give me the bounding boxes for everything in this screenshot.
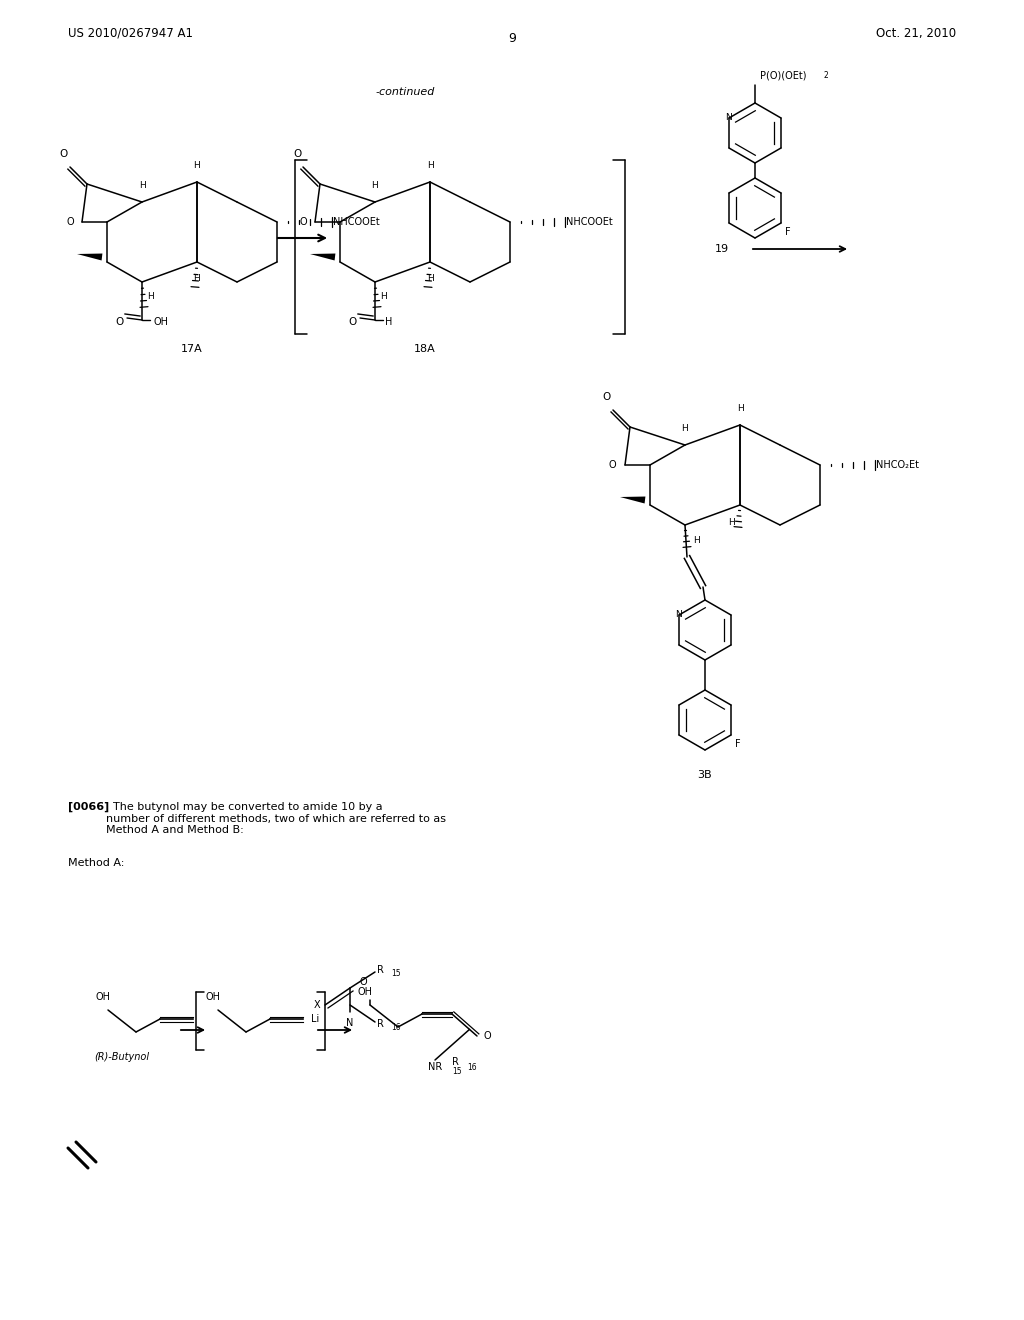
Text: 16: 16 <box>467 1063 476 1072</box>
Text: OH: OH <box>357 987 373 997</box>
Text: H: H <box>194 161 201 170</box>
Text: R: R <box>452 1057 459 1067</box>
Text: Li: Li <box>311 1014 319 1024</box>
Text: F: F <box>735 739 740 748</box>
Text: N: N <box>675 610 682 619</box>
Text: OH: OH <box>154 317 169 327</box>
Text: P(O)(OEt): P(O)(OEt) <box>760 70 807 81</box>
Text: US 2010/0267947 A1: US 2010/0267947 A1 <box>68 26 193 40</box>
Text: 18A: 18A <box>414 345 436 354</box>
Text: R: R <box>377 965 384 975</box>
Text: NR: NR <box>428 1063 442 1072</box>
Text: Oct. 21, 2010: Oct. 21, 2010 <box>876 26 956 40</box>
Text: H: H <box>147 292 154 301</box>
Text: H: H <box>427 275 433 282</box>
Text: OH: OH <box>95 993 111 1002</box>
Text: [0066]: [0066] <box>68 803 110 812</box>
Text: H: H <box>682 424 688 433</box>
Polygon shape <box>77 253 102 260</box>
Text: H: H <box>380 292 387 301</box>
Text: 17A: 17A <box>181 345 203 354</box>
Text: O: O <box>360 977 368 987</box>
Text: 3B: 3B <box>697 770 713 780</box>
Text: O: O <box>603 392 611 403</box>
Text: F: F <box>785 227 791 238</box>
Text: -continued: -continued <box>375 87 434 96</box>
Text: O: O <box>293 149 301 158</box>
Text: O: O <box>299 216 307 227</box>
Text: H: H <box>427 161 433 170</box>
Text: N: N <box>346 1018 353 1028</box>
Text: O: O <box>349 317 357 327</box>
Text: O: O <box>59 149 69 158</box>
Text: 2: 2 <box>823 71 827 81</box>
Text: H: H <box>372 181 379 190</box>
Text: The butynol may be converted to amide 10 by a
number of different methods, two o: The butynol may be converted to amide 10… <box>106 803 446 836</box>
Text: H: H <box>385 317 392 327</box>
Text: O: O <box>483 1031 490 1041</box>
Text: 16: 16 <box>391 1023 400 1032</box>
Text: 19: 19 <box>715 244 729 253</box>
Text: O: O <box>67 216 74 227</box>
Text: H: H <box>693 536 699 545</box>
Text: (R)-Butynol: (R)-Butynol <box>94 1052 150 1063</box>
Text: Method A:: Method A: <box>68 858 124 869</box>
Text: H: H <box>728 517 735 527</box>
Text: OH: OH <box>206 993 220 1002</box>
Text: O: O <box>608 459 616 470</box>
Text: 9: 9 <box>508 32 516 45</box>
Text: H: H <box>736 404 743 413</box>
Text: 15: 15 <box>391 969 400 978</box>
Text: H: H <box>194 275 201 282</box>
Text: O: O <box>116 317 124 327</box>
Text: N: N <box>725 114 732 123</box>
Text: NHCOOEt: NHCOOEt <box>566 216 612 227</box>
Text: 15: 15 <box>452 1068 462 1077</box>
Text: H: H <box>138 181 145 190</box>
Text: X: X <box>313 1001 319 1010</box>
Text: R: R <box>377 1019 384 1030</box>
Text: NHCOOEt: NHCOOEt <box>333 216 380 227</box>
Text: NHCO₂Et: NHCO₂Et <box>876 459 919 470</box>
Polygon shape <box>620 496 645 503</box>
Polygon shape <box>310 253 336 260</box>
